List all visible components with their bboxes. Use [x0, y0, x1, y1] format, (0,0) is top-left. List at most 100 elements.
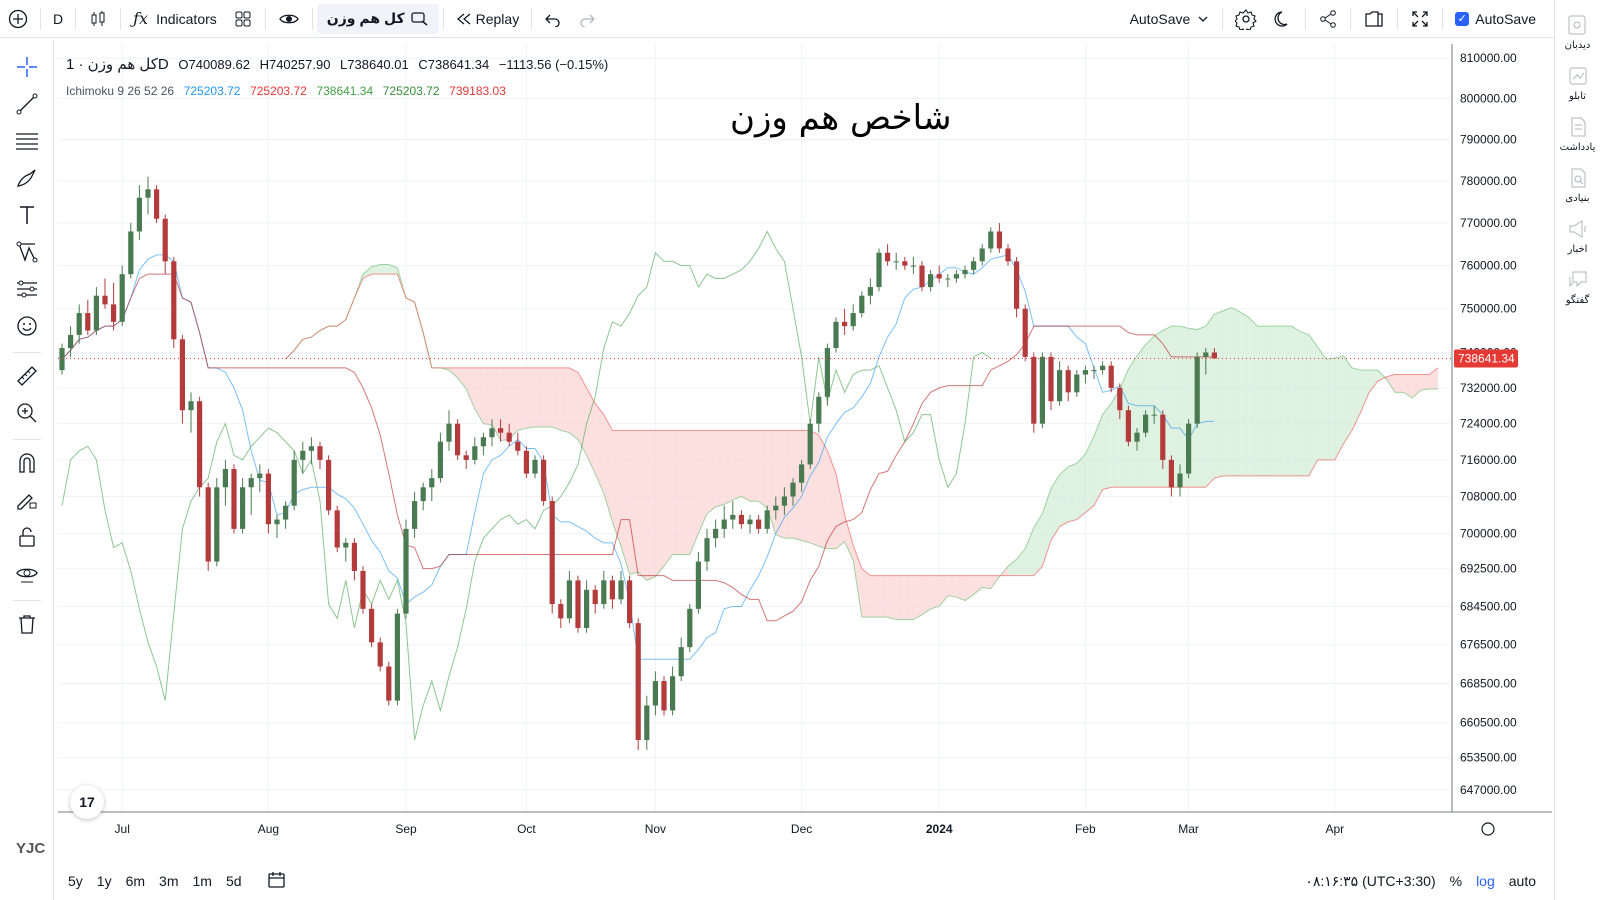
icon-tool[interactable]	[10, 309, 44, 343]
brush-tool[interactable]	[10, 161, 44, 195]
trend-line-tool[interactable]	[10, 87, 44, 121]
ichimoku-cloud-segment	[1257, 326, 1266, 476]
ichimoku-cloud-segment	[1395, 374, 1404, 393]
candle-body	[824, 348, 830, 397]
divider	[442, 7, 444, 30]
hide-drawings-tool[interactable]	[10, 557, 44, 591]
candle-body	[326, 459, 332, 511]
prediction-tool[interactable]	[10, 272, 44, 306]
range-5d[interactable]: 5d	[225, 873, 242, 889]
autosave-dropdown[interactable]: AutoSave	[1122, 4, 1219, 34]
range-1y[interactable]: 1y	[96, 873, 112, 889]
candle-body	[188, 401, 194, 411]
chart-title-annotation[interactable]: شاخص هم وزن	[730, 98, 952, 138]
candle-body	[627, 580, 633, 624]
lock-drawings-tool[interactable]	[10, 520, 44, 554]
price-tick-label: 708000.00	[1460, 489, 1517, 503]
sidebar-item-chat[interactable]: گفتگو	[1566, 269, 1589, 306]
indicators-label: Indicators	[156, 10, 217, 27]
candle-body	[1005, 248, 1011, 262]
sidebar-item-fundamental[interactable]: بنیادی	[1565, 167, 1590, 204]
range-1m[interactable]: 1m	[192, 873, 212, 889]
candle-body	[59, 348, 65, 371]
stay-in-drawing-tool[interactable]	[10, 483, 44, 517]
axis-settings-icon[interactable]	[1481, 822, 1495, 836]
percent-toggle[interactable]: %	[1449, 873, 1463, 889]
ichimoku-cloud-segment	[947, 575, 957, 597]
pattern-tool[interactable]	[10, 235, 44, 269]
replay-label: Replay	[475, 10, 520, 27]
visibility-button[interactable]	[270, 4, 308, 34]
price-chart[interactable]: 810000.00 800000.00 790000.00 780000.00 7700…	[58, 44, 1552, 862]
current-price-label: 738641.34	[1458, 351, 1515, 365]
measure-tool[interactable]	[10, 359, 44, 393]
redo-button[interactable]	[570, 4, 604, 34]
candle-body	[1022, 308, 1028, 357]
crosshair-tool[interactable]	[10, 50, 44, 84]
candle-body	[369, 608, 375, 643]
fib-tool[interactable]	[10, 124, 44, 158]
add-symbol-button[interactable]	[0, 4, 36, 34]
ichimoku-cloud-segment	[517, 367, 527, 431]
autosave-toggle-label: AutoSave	[1475, 10, 1536, 27]
candle-body	[283, 505, 289, 520]
log-toggle[interactable]: log	[1476, 873, 1495, 889]
replay-button[interactable]: Replay	[448, 4, 528, 34]
sidebar-item-news[interactable]: اخبار	[1567, 218, 1589, 255]
undo-button[interactable]	[536, 4, 570, 34]
candle-body	[1091, 370, 1097, 372]
ichimoku-cloud-segment	[621, 430, 630, 575]
indicators-button[interactable]: ƒx Indicators	[125, 4, 225, 34]
eye-list-icon	[1568, 15, 1586, 35]
unlock-icon	[18, 527, 35, 547]
indicator-name: Ichimoku 9 26 52 26	[66, 84, 175, 98]
snapshot-button[interactable]	[1355, 4, 1393, 34]
symbol-search-button[interactable]: کل هم وزن	[316, 3, 439, 34]
symbol-label: کل هم وزن	[326, 10, 405, 26]
candle-body	[893, 261, 899, 263]
magnet-tool[interactable]	[10, 446, 44, 480]
tradingview-logo[interactable]: 17	[70, 785, 104, 819]
templates-button[interactable]	[225, 4, 261, 34]
indicator-row[interactable]: Ichimoku 9 26 52 26 725203.72 725203.72 …	[66, 78, 614, 104]
sidebar-item-notes[interactable]: یادداشت	[1560, 116, 1595, 153]
chart-board-icon	[1569, 67, 1586, 85]
price-tick-label: 800000.00	[1460, 91, 1517, 105]
clock-timezone[interactable]: ۰۸:۱۶:۳۵ (UTC+3:30)	[1305, 872, 1436, 889]
text-tool[interactable]	[10, 198, 44, 232]
chart-type-button[interactable]	[80, 4, 116, 34]
sidebar-item-watchlist[interactable]: دیدبان	[1565, 14, 1590, 51]
range-6m[interactable]: 6m	[125, 873, 146, 889]
ichimoku-cloud-segment	[535, 367, 544, 428]
range-5y[interactable]: 5y	[68, 873, 83, 889]
ichimoku-cloud-segment	[896, 575, 905, 620]
remove-drawings-tool[interactable]	[10, 607, 44, 641]
search-icon	[410, 11, 428, 26]
ichimoku-cloud-segment	[732, 430, 742, 500]
sidebar-item-board[interactable]: تابلو	[1567, 65, 1589, 102]
ichimoku-cloud-segment	[1145, 335, 1155, 488]
price-tick-label: 790000.00	[1460, 132, 1517, 146]
ichimoku-cloud-segment	[492, 367, 501, 441]
range-3m[interactable]: 3m	[159, 873, 179, 889]
time-tick-label: Mar	[1178, 822, 1199, 836]
candle-body	[403, 528, 409, 614]
interval-button[interactable]: D	[45, 4, 71, 34]
pattern-icon	[16, 241, 37, 263]
legend-open: O740089.62	[178, 57, 250, 72]
ichimoku-cloud-segment	[1223, 307, 1232, 476]
ichimoku-cloud-segment	[1171, 326, 1180, 488]
settings-button[interactable]	[1227, 4, 1265, 34]
candle-body	[394, 613, 400, 701]
share-button[interactable]	[1310, 4, 1346, 34]
candle-body	[455, 423, 461, 456]
theme-button[interactable]	[1265, 4, 1301, 34]
candle-body	[945, 278, 951, 280]
ichimoku-cloud-segment	[664, 430, 673, 567]
autosave-toggle[interactable]: ✓ AutoSave	[1447, 4, 1600, 34]
date-range-button[interactable]	[266, 870, 288, 893]
auto-toggle[interactable]: auto	[1508, 873, 1536, 889]
fullscreen-button[interactable]	[1402, 4, 1438, 34]
zoom-tool[interactable]	[10, 396, 44, 430]
